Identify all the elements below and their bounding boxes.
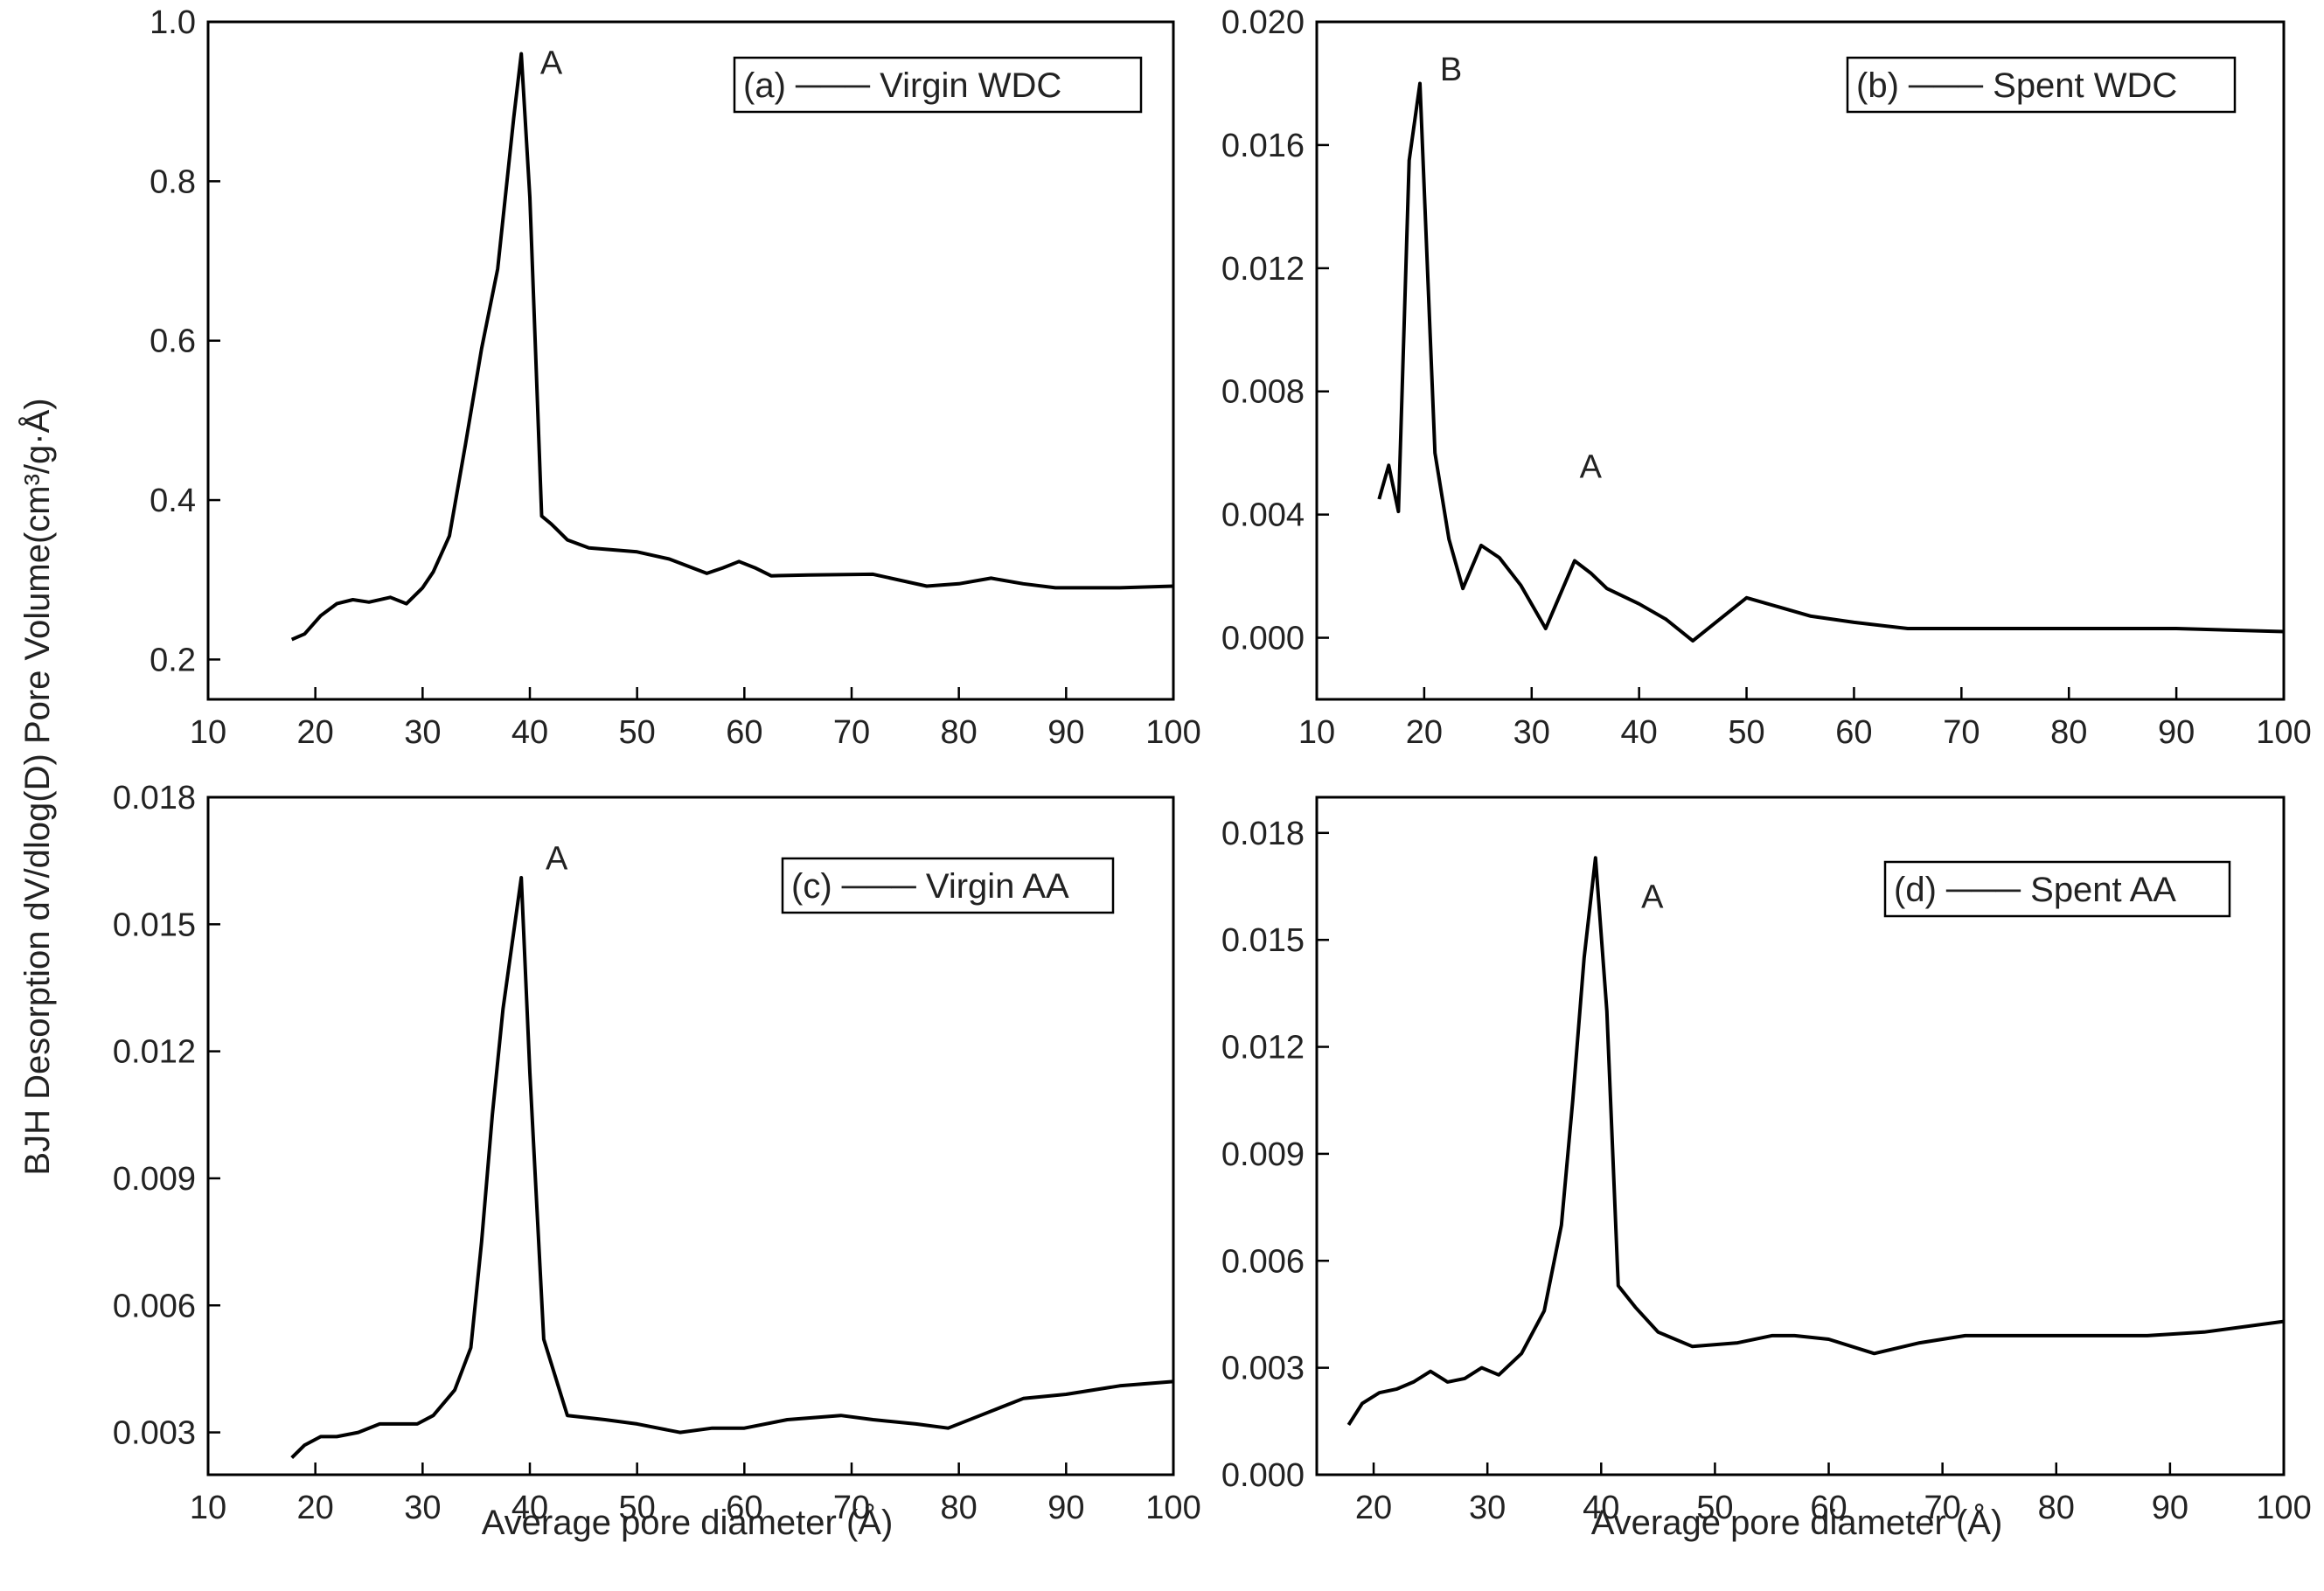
x-tick-label-a: 80 [941, 714, 978, 751]
x-tick-label-b: 90 [2158, 714, 2195, 751]
series-line-c [290, 876, 1174, 1460]
x-tick-label-c: 60 [726, 1490, 762, 1526]
x-tick-label-c: 90 [1047, 1490, 1084, 1526]
x-tick-label-a: 60 [726, 714, 762, 751]
x-tick-label-d: 70 [1924, 1490, 1961, 1526]
x-tick-label-a: 50 [619, 714, 656, 751]
x-tick-label-d: 80 [2038, 1490, 2075, 1526]
x-tick-label-d: 30 [1469, 1490, 1506, 1526]
y-tick-label-b: 0.004 [1221, 497, 1305, 534]
legend-text-c: (c) ─── Virgin AA [791, 867, 1069, 906]
plot-frame-c [206, 796, 1175, 1476]
x-tick-label-c: 50 [619, 1490, 656, 1526]
peak-annotation-c: A [546, 840, 568, 877]
x-axis-label-right: Average pore diameter (Å) [1591, 1503, 2003, 1542]
legend-box-d [1883, 860, 2231, 918]
y-tick-label-b: 0.008 [1221, 374, 1305, 411]
y-tick-label-c: 0.012 [113, 1034, 196, 1071]
y-tick-label-d: 0.009 [1221, 1136, 1305, 1173]
x-tick-label-c: 100 [1145, 1490, 1200, 1526]
x-tick-label-c: 30 [404, 1490, 441, 1526]
y-tick-label-d: 0.015 [1221, 922, 1305, 959]
x-tick-label-b: 60 [1835, 714, 1872, 751]
plot-frame-a [206, 20, 1175, 701]
x-tick-label-b: 10 [1298, 714, 1335, 751]
x-tick-label-d: 50 [1696, 1490, 1733, 1526]
x-tick-label-a: 30 [404, 714, 441, 751]
y-tick-label-c: 0.003 [113, 1415, 196, 1452]
x-tick-label-b: 80 [2050, 714, 2087, 751]
x-tick-label-b: 50 [1728, 714, 1764, 751]
y-tick-label-c: 0.015 [113, 907, 196, 943]
y-tick-label-b: 0.000 [1221, 621, 1305, 657]
x-tick-label-c: 40 [511, 1490, 548, 1526]
series-line-a [290, 52, 1174, 642]
x-tick-label-c: 10 [190, 1490, 226, 1526]
x-tick-label-d: 90 [2152, 1490, 2188, 1526]
panel-b: 10 20 30 40 50 60 70 80 90 100 0.000 0.004 0.008 0.01… [1221, 4, 2312, 751]
x-tick-label-a: 40 [511, 714, 548, 751]
x-tick-label-a: 100 [1145, 714, 1200, 751]
y-tick-label-c: 0.018 [113, 780, 196, 816]
x-tick-label-a: 20 [297, 714, 334, 751]
x-tick-label-b: 40 [1621, 714, 1658, 751]
x-tick-label-d: 20 [1355, 1490, 1392, 1526]
peak-annotation-b: A [1580, 448, 1603, 485]
y-tick-label-d: 0.018 [1221, 816, 1305, 852]
x-tick-label-b: 30 [1513, 714, 1550, 751]
x-tick-label-d: 60 [1810, 1490, 1847, 1526]
y-tick-label-a: 0.6 [150, 323, 196, 360]
peak-annotation-d: A [1641, 879, 1664, 915]
series-line-d [1346, 856, 2285, 1426]
panel-c: 10 20 30 40 50 60 70 80 90 100 0.003 0.006 0.009 0.01… [113, 780, 1201, 1526]
x-tick-label-c: 80 [941, 1490, 978, 1526]
legend-text-b: (b) ─── Spent WDC [1856, 66, 2177, 105]
x-tick-label-b: 70 [1943, 714, 1980, 751]
y-tick-label-a: 0.4 [150, 483, 196, 519]
series-line-b [1377, 81, 2285, 643]
peak-annotation-a: A [540, 45, 563, 81]
x-tick-label-a: 90 [1047, 714, 1084, 751]
x-tick-label-b: 100 [2256, 714, 2311, 751]
y-tick-label-a: 0.8 [150, 163, 196, 200]
y-tick-label-b: 0.016 [1221, 128, 1305, 164]
x-tick-label-a: 70 [833, 714, 870, 751]
peak-annotation-b: B [1440, 52, 1462, 88]
x-tick-label-a: 10 [190, 714, 226, 751]
y-tick-label-b: 0.020 [1221, 4, 1305, 41]
legend-text-a: (a) ─── Virgin WDC [743, 66, 1061, 105]
plot-frame-b [1315, 20, 2286, 701]
legend-box-a [733, 56, 1143, 114]
y-tick-label-d: 0.006 [1221, 1243, 1305, 1280]
x-tick-label-c: 70 [833, 1490, 870, 1526]
x-tick-label-d: 100 [2256, 1490, 2311, 1526]
y-tick-label-d: 0.000 [1221, 1457, 1305, 1494]
y-tick-label-a: 0.2 [150, 642, 196, 678]
y-tick-label-d: 0.003 [1221, 1351, 1305, 1387]
panel-a: 10 20 30 40 50 60 70 80 90 100 0.2 0.4 0.6 0.8 1.0 A (a)… [150, 4, 1201, 751]
shared-y-axis-label: BJH Desorption dV/dlog(D) Pore Volume(cm… [17, 398, 57, 1175]
panel-d: 20 30 40 50 60 70 80 90 100 0.000 0.003 0.006 0.009 0… [1221, 796, 2312, 1526]
legend-box-b [1846, 56, 2237, 114]
legend-box-c [781, 857, 1115, 914]
x-tick-label-c: 20 [297, 1490, 334, 1526]
x-tick-label-d: 40 [1583, 1490, 1619, 1526]
y-tick-label-d: 0.012 [1221, 1030, 1305, 1066]
plot-frame-d [1315, 796, 2286, 1476]
x-axis-label-left: Average pore diameter (Å) [482, 1503, 894, 1542]
legend-text-d: (d) ─── Spent AA [1894, 871, 2176, 909]
y-tick-label-c: 0.006 [113, 1288, 196, 1324]
x-tick-label-b: 20 [1406, 714, 1443, 751]
y-tick-label-c: 0.009 [113, 1161, 196, 1198]
y-tick-label-a: 1.0 [150, 4, 196, 41]
y-tick-label-b: 0.012 [1221, 251, 1305, 288]
